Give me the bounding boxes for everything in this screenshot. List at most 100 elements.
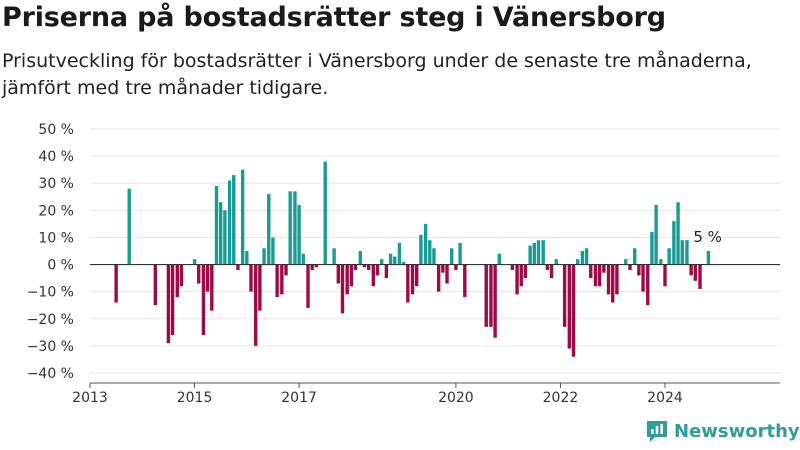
bar-negative xyxy=(175,264,179,298)
bar-positive xyxy=(706,251,711,265)
bar-negative xyxy=(197,264,201,284)
x-tick-label: 2017 xyxy=(281,390,317,406)
bar-negative xyxy=(249,264,253,292)
bar-negative xyxy=(384,264,389,279)
bar-positive xyxy=(297,204,301,265)
bar-negative xyxy=(693,264,698,281)
bar-negative xyxy=(306,264,310,308)
y-tick-label: 40 % xyxy=(38,149,74,165)
chart-title: Priserna på bostadsrätter steg i Vänersb… xyxy=(2,2,666,33)
bar-positive xyxy=(379,259,384,265)
bar-positive xyxy=(240,169,245,265)
x-tick-label: 2013 xyxy=(72,390,108,406)
bar-positive xyxy=(323,161,327,265)
bar-positive xyxy=(262,248,266,265)
bar-positive xyxy=(654,204,658,265)
bar-negative xyxy=(375,264,380,276)
bar-positive xyxy=(584,248,589,265)
x-axis: 2013 2015 2017 2020 2022 2024 xyxy=(72,382,780,406)
bar-positive xyxy=(580,251,585,265)
bar-negative xyxy=(628,264,632,270)
bar-positive xyxy=(401,261,406,265)
bar-positive xyxy=(541,240,545,265)
bar-positive xyxy=(301,253,305,265)
bar-positive xyxy=(271,237,275,265)
bar-positive xyxy=(497,253,501,265)
newsworthy-logo-icon xyxy=(647,421,667,442)
bar-negative xyxy=(153,264,158,306)
bar-positive xyxy=(227,180,232,265)
bar-negative xyxy=(345,264,349,295)
bar-positive xyxy=(680,240,684,265)
bar-positive xyxy=(288,191,292,265)
bar-negative xyxy=(210,264,214,311)
bar-negative xyxy=(545,264,550,270)
bar-negative xyxy=(637,264,641,276)
bar-negative xyxy=(510,264,515,270)
bar-negative xyxy=(484,264,488,327)
bar-negative xyxy=(254,264,258,346)
bar-negative xyxy=(371,264,376,287)
bar-positive xyxy=(650,232,654,265)
bar-negative xyxy=(353,264,358,270)
bar-positive xyxy=(528,245,532,265)
bar-negative xyxy=(611,264,615,303)
bar-negative xyxy=(571,264,576,357)
bar-negative xyxy=(519,264,523,287)
bar-negative xyxy=(589,264,593,279)
bar-negative xyxy=(275,264,279,298)
y-tick-label: 50 % xyxy=(38,122,74,138)
bar-positive xyxy=(624,259,628,265)
bar-positive xyxy=(388,253,393,265)
bar-positive xyxy=(458,242,462,265)
bar-negative xyxy=(641,264,645,292)
bar-negative xyxy=(415,264,419,287)
bar-positive xyxy=(332,248,336,265)
bar-negative xyxy=(114,264,118,303)
bar-negative xyxy=(284,264,288,276)
bar-negative xyxy=(689,264,693,276)
y-tick-label: −20 % xyxy=(27,312,74,328)
bar-positive xyxy=(432,248,436,265)
bar-negative xyxy=(454,264,458,270)
y-tick-label: 30 % xyxy=(38,176,74,192)
bar-negative xyxy=(166,264,171,344)
bar-negative xyxy=(406,264,410,303)
bar-positive xyxy=(667,248,671,265)
bar-positive xyxy=(293,191,297,265)
bar-negative xyxy=(179,264,184,287)
annotations: 5 % xyxy=(693,228,722,246)
bar-negative xyxy=(698,264,702,289)
bar-negative xyxy=(236,264,240,270)
bar-negative xyxy=(567,264,572,349)
bar-negative xyxy=(562,264,567,327)
bar-positive xyxy=(223,210,227,265)
bar-negative xyxy=(615,264,619,295)
bar-negative xyxy=(170,264,175,336)
bar-negative xyxy=(463,264,467,298)
x-tick-label: 2024 xyxy=(647,390,683,406)
bar-positive xyxy=(536,240,541,265)
bar-positive xyxy=(214,185,219,265)
bar-negative xyxy=(280,264,284,295)
bar-negative xyxy=(340,264,345,314)
bar-positive xyxy=(576,259,580,265)
bar-negative xyxy=(646,264,650,306)
bar-positive xyxy=(267,194,271,265)
bar-negative xyxy=(366,264,371,270)
y-tick-label: 0 % xyxy=(47,258,74,274)
y-tick-label: 10 % xyxy=(38,230,74,246)
bar-positive xyxy=(192,259,197,265)
newsworthy-brand: Newsworthy xyxy=(645,419,800,443)
bar-positive xyxy=(672,221,676,265)
bar-positive xyxy=(685,240,689,265)
chart-subtitle: Prisutveckling för bostadsrätter i Väner… xyxy=(2,50,752,99)
bar-positive xyxy=(419,234,423,265)
brand-name: Newsworthy xyxy=(674,420,800,442)
bar-negative xyxy=(410,264,415,295)
bar-positive xyxy=(676,202,680,265)
bar-negative xyxy=(201,264,206,336)
bar-negative xyxy=(602,264,606,273)
bar-positive xyxy=(450,248,454,265)
